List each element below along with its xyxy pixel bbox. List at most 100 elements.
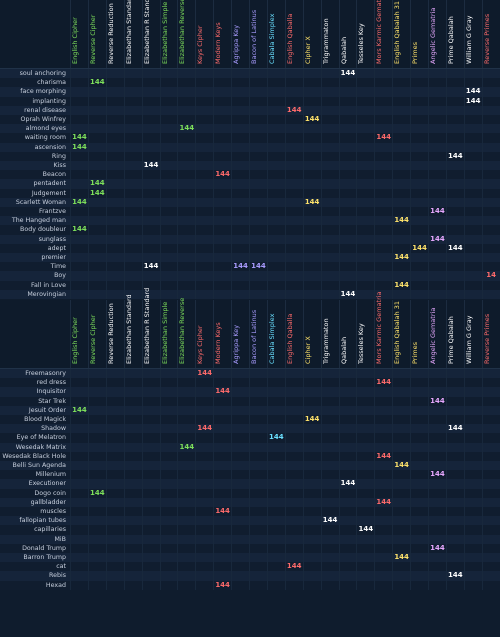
table-cell[interactable]	[123, 179, 142, 189]
table-cell[interactable]	[284, 280, 303, 290]
table-cell[interactable]	[302, 105, 321, 115]
table-cell[interactable]	[338, 405, 357, 415]
table-cell[interactable]	[123, 262, 142, 272]
table-cell[interactable]	[338, 534, 357, 544]
table-cell[interactable]	[410, 161, 428, 171]
table-cell[interactable]	[392, 543, 410, 553]
table-cell[interactable]	[231, 225, 249, 235]
table-cell[interactable]	[338, 225, 357, 235]
table-cell[interactable]	[70, 188, 88, 198]
table-cell[interactable]	[463, 262, 482, 272]
table-cell[interactable]	[410, 207, 428, 217]
table-cell[interactable]	[87, 105, 106, 115]
table-cell[interactable]	[463, 507, 482, 517]
table-cell[interactable]	[428, 105, 446, 115]
table-cell[interactable]	[266, 534, 285, 544]
table-cell[interactable]	[249, 562, 267, 572]
table-cell[interactable]	[195, 179, 213, 189]
table-cell[interactable]	[374, 170, 392, 180]
table-cell[interactable]	[231, 396, 249, 406]
table-cell[interactable]	[231, 562, 249, 572]
table-cell[interactable]	[302, 507, 321, 517]
table-cell[interactable]	[213, 424, 231, 434]
table-row[interactable]: Judgement 144	[0, 188, 500, 198]
table-cell[interactable]	[87, 525, 106, 535]
table-cell[interactable]	[428, 415, 446, 425]
table-cell[interactable]	[481, 216, 500, 226]
table-cell[interactable]	[302, 553, 321, 563]
table-cell[interactable]	[463, 442, 482, 452]
table-cell[interactable]	[141, 580, 160, 590]
table-cell[interactable]	[463, 497, 482, 507]
table-cell[interactable]: 144	[87, 188, 106, 198]
table-cell[interactable]	[445, 289, 464, 299]
table-cell[interactable]	[410, 78, 428, 88]
table-cell[interactable]	[195, 479, 213, 489]
table-cell[interactable]	[87, 433, 106, 443]
table-cell[interactable]	[177, 580, 195, 590]
table-cell[interactable]	[177, 197, 195, 207]
table-cell[interactable]	[195, 225, 213, 235]
table-cell[interactable]	[159, 170, 178, 180]
table-cell[interactable]	[428, 378, 446, 388]
table-row[interactable]: ascension 144	[0, 142, 500, 152]
table-cell[interactable]	[481, 543, 500, 553]
table-cell[interactable]	[392, 87, 410, 97]
table-cell[interactable]	[338, 516, 357, 526]
table-cell[interactable]	[159, 142, 178, 152]
table-cell[interactable]	[266, 562, 285, 572]
table-cell[interactable]	[356, 543, 374, 553]
table-cell[interactable]	[177, 470, 195, 480]
table-cell[interactable]	[177, 534, 195, 544]
table-cell[interactable]	[320, 151, 339, 161]
table-cell[interactable]	[338, 271, 357, 281]
table-cell[interactable]	[374, 124, 392, 134]
table-cell[interactable]	[213, 571, 231, 581]
table-cell[interactable]	[213, 470, 231, 480]
table-cell[interactable]	[159, 105, 178, 115]
table-cell[interactable]	[249, 543, 267, 553]
table-cell[interactable]	[87, 216, 106, 226]
table-cell[interactable]	[249, 289, 267, 299]
table-cell[interactable]	[284, 216, 303, 226]
table-cell[interactable]	[159, 161, 178, 171]
table-cell[interactable]	[302, 87, 321, 97]
table-cell[interactable]	[70, 516, 88, 526]
table-cell[interactable]	[320, 433, 339, 443]
table-cell[interactable]: 144	[392, 216, 410, 226]
table-cell[interactable]	[302, 262, 321, 272]
table-cell[interactable]	[105, 507, 124, 517]
table-cell[interactable]	[123, 415, 142, 425]
table-row[interactable]: Blood Magick 144	[0, 415, 500, 425]
table-cell[interactable]	[195, 124, 213, 134]
table-cell[interactable]	[159, 479, 178, 489]
table-cell[interactable]	[374, 461, 392, 471]
table-cell[interactable]	[195, 378, 213, 388]
table-cell[interactable]	[356, 415, 374, 425]
table-cell[interactable]	[374, 96, 392, 106]
table-cell[interactable]	[374, 442, 392, 452]
table-cell[interactable]	[445, 253, 464, 263]
table-cell[interactable]	[213, 543, 231, 553]
table-cell[interactable]	[356, 179, 374, 189]
table-cell[interactable]	[392, 378, 410, 388]
table-cell[interactable]	[159, 96, 178, 106]
table-cell[interactable]	[141, 470, 160, 480]
table-cell[interactable]	[249, 133, 267, 143]
table-cell[interactable]	[284, 253, 303, 263]
table-cell[interactable]	[266, 170, 285, 180]
table-cell[interactable]	[266, 424, 285, 434]
table-cell[interactable]	[231, 442, 249, 452]
table-cell[interactable]	[302, 424, 321, 434]
table-cell[interactable]	[70, 387, 88, 397]
table-cell[interactable]	[481, 497, 500, 507]
table-row[interactable]: Wesedak Matrix 144	[0, 442, 500, 452]
table-cell[interactable]	[70, 78, 88, 88]
table-cell[interactable]	[141, 87, 160, 97]
table-cell[interactable]	[123, 87, 142, 97]
table-cell[interactable]	[141, 142, 160, 152]
table-cell[interactable]	[231, 451, 249, 461]
table-cell[interactable]	[231, 280, 249, 290]
table-cell[interactable]	[141, 253, 160, 263]
table-cell[interactable]	[392, 243, 410, 253]
